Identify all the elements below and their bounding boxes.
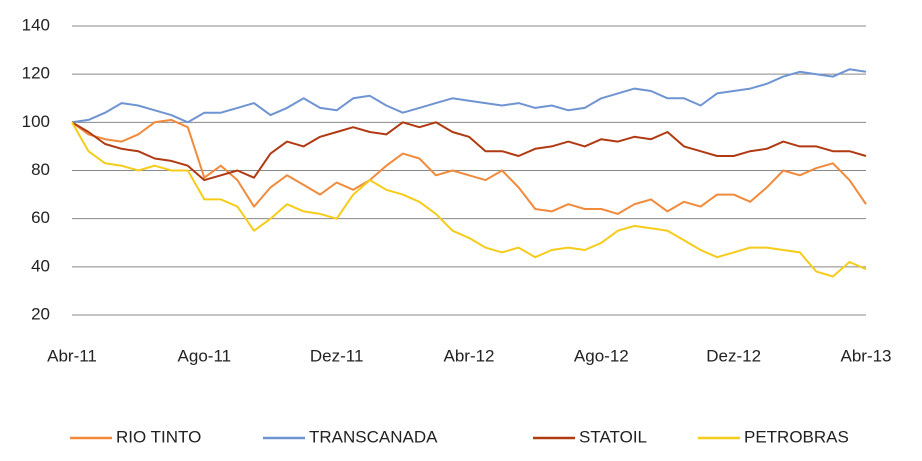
x-tick-label: Dez-12 xyxy=(706,346,761,365)
x-tick-label: Ago-12 xyxy=(574,346,629,365)
legend-label: TRANSCANADA xyxy=(309,427,438,446)
series-line xyxy=(71,68,867,124)
y-tick-label: 140 xyxy=(22,15,50,34)
legend-label: PETROBRAS xyxy=(744,427,849,446)
series-line xyxy=(71,121,867,182)
y-tick-label: 120 xyxy=(22,64,50,83)
y-tick-label: 100 xyxy=(22,112,50,131)
x-tick-label: Dez-11 xyxy=(310,346,364,365)
series-line xyxy=(71,118,867,215)
y-tick-label: 40 xyxy=(31,256,50,275)
series-line xyxy=(71,121,867,278)
legend-label: RIO TINTO xyxy=(116,427,201,446)
x-tick-label: Abr-13 xyxy=(840,346,891,365)
y-tick-label: 80 xyxy=(31,160,50,179)
x-tick-label: Ago-11 xyxy=(178,346,232,365)
x-tick-label: Abr-12 xyxy=(443,346,494,365)
y-tick-label: 60 xyxy=(31,208,50,227)
legend-label: STATOIL xyxy=(579,427,647,446)
x-tick-label: Abr-11 xyxy=(47,346,97,365)
y-tick-label: 20 xyxy=(31,304,50,323)
